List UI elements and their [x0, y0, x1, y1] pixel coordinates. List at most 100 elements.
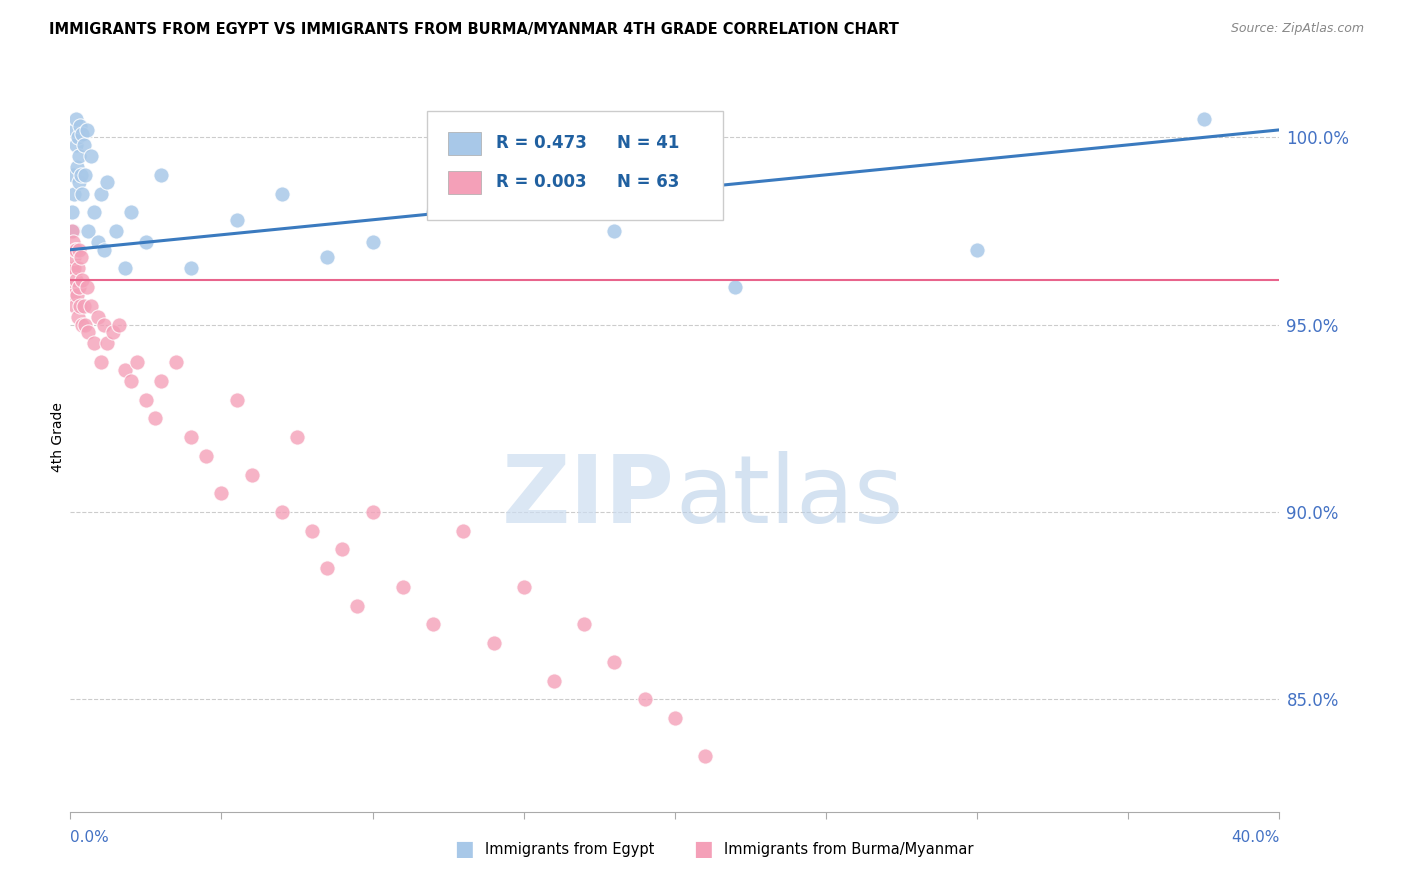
Point	[67, 310, 90, 325]
FancyBboxPatch shape	[427, 112, 723, 219]
Point	[63, 123, 86, 137]
Point	[66, 130, 89, 145]
Point	[285, 430, 308, 444]
Point	[240, 467, 263, 482]
Point	[86, 310, 108, 325]
Point	[69, 119, 91, 133]
Point	[63, 186, 86, 201]
Point	[165, 355, 187, 369]
Point	[143, 411, 166, 425]
Point	[664, 711, 686, 725]
Point	[83, 336, 105, 351]
Point	[422, 205, 444, 219]
Point	[120, 374, 142, 388]
Point	[60, 205, 83, 219]
Text: Source: ZipAtlas.com: Source: ZipAtlas.com	[1230, 22, 1364, 36]
Point	[90, 186, 111, 201]
Point	[67, 149, 90, 163]
Point	[65, 112, 87, 126]
Point	[63, 243, 86, 257]
Point	[361, 235, 384, 250]
Point	[316, 561, 339, 575]
Point	[125, 355, 148, 369]
Text: ■: ■	[454, 839, 474, 859]
Text: atlas: atlas	[675, 451, 903, 543]
Point	[695, 748, 717, 763]
Point	[76, 123, 98, 137]
Point	[270, 186, 294, 201]
Point	[513, 186, 536, 201]
Point	[120, 205, 142, 219]
Text: ZIP: ZIP	[502, 451, 675, 543]
Point	[60, 243, 83, 257]
Point	[453, 524, 475, 538]
Point	[195, 449, 218, 463]
Point	[1192, 112, 1215, 126]
Bar	[447, 132, 481, 154]
Point	[225, 392, 247, 407]
Text: 0.0%: 0.0%	[70, 830, 110, 846]
Point	[332, 542, 354, 557]
Point	[114, 362, 136, 376]
Point	[93, 318, 115, 332]
Point	[107, 318, 129, 332]
Point	[633, 692, 655, 706]
Point	[543, 673, 565, 688]
Point	[270, 505, 294, 519]
Point	[63, 250, 86, 264]
Point	[70, 250, 93, 264]
Point	[83, 205, 105, 219]
Point	[63, 261, 86, 276]
Point	[135, 235, 157, 250]
Text: 40.0%: 40.0%	[1232, 830, 1279, 846]
Point	[67, 175, 90, 189]
Point	[180, 261, 202, 276]
Point	[150, 168, 173, 182]
Point	[65, 137, 87, 152]
Text: R = 0.473: R = 0.473	[496, 135, 586, 153]
Point	[70, 127, 93, 141]
Point	[66, 261, 89, 276]
Point	[104, 224, 127, 238]
Point	[80, 299, 103, 313]
Point	[69, 299, 91, 313]
Text: N = 41: N = 41	[617, 135, 679, 153]
Y-axis label: 4th Grade: 4th Grade	[51, 402, 65, 472]
Point	[75, 168, 97, 182]
Point	[422, 617, 444, 632]
Point	[574, 617, 596, 632]
Point	[90, 355, 111, 369]
Text: IMMIGRANTS FROM EGYPT VS IMMIGRANTS FROM BURMA/MYANMAR 4TH GRADE CORRELATION CHA: IMMIGRANTS FROM EGYPT VS IMMIGRANTS FROM…	[49, 22, 898, 37]
Point	[114, 261, 136, 276]
Point	[966, 243, 988, 257]
Point	[65, 243, 87, 257]
Point	[150, 374, 173, 388]
Point	[93, 243, 115, 257]
Point	[96, 175, 118, 189]
Point	[77, 325, 100, 339]
Point	[96, 336, 118, 351]
Point	[65, 299, 87, 313]
Point	[513, 580, 536, 594]
Point	[86, 235, 108, 250]
Point	[80, 149, 103, 163]
Point	[73, 299, 96, 313]
Point	[361, 505, 384, 519]
Point	[60, 224, 83, 238]
Point	[225, 212, 247, 227]
Bar	[447, 171, 481, 194]
Point	[724, 280, 747, 294]
Point	[66, 161, 89, 175]
Point	[301, 524, 323, 538]
Point	[77, 224, 100, 238]
Point	[62, 287, 84, 301]
Point	[482, 636, 505, 650]
Point	[180, 430, 202, 444]
Point	[101, 325, 124, 339]
Point	[67, 280, 90, 294]
Point	[75, 318, 97, 332]
Point	[67, 243, 90, 257]
Text: Immigrants from Egypt: Immigrants from Egypt	[485, 842, 654, 856]
Text: ■: ■	[693, 839, 713, 859]
Point	[73, 137, 96, 152]
